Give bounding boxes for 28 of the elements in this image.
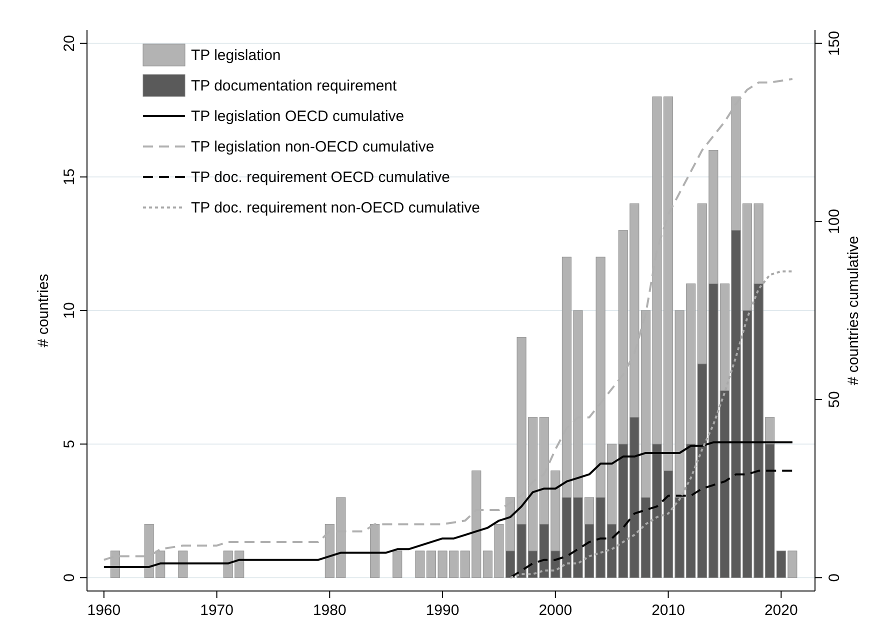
legend-label: TP doc. requirement non-OECD cumulative xyxy=(191,200,480,216)
x-tick-label: 1970 xyxy=(200,602,234,619)
legend-label: TP legislation non-OECD cumulative xyxy=(191,138,434,156)
y-tick-label: 20 xyxy=(61,35,78,52)
line-series xyxy=(102,441,794,568)
x-tick-label: 2020 xyxy=(764,602,798,619)
y2-tick-label: 50 xyxy=(826,391,843,408)
y2-tick-label: 100 xyxy=(826,208,843,234)
x-tick-label: 1960 xyxy=(87,602,121,619)
line-series xyxy=(509,470,794,579)
y-tick-label: 0 xyxy=(61,573,78,582)
y2-tick-label: 0 xyxy=(826,573,843,582)
y2-axis-title: # countries cumulative xyxy=(845,236,862,386)
bar xyxy=(178,550,188,578)
y-axis-title: # countries xyxy=(35,274,52,348)
x-tick-label: 2010 xyxy=(652,602,685,619)
y-tick-label: 15 xyxy=(61,168,78,186)
y-tick-label: 5 xyxy=(61,440,78,448)
legend-label: TP documentation requirement xyxy=(191,78,398,94)
legend-label: TP legislation OECD cumulative xyxy=(191,108,404,125)
x-tick-label: 1980 xyxy=(312,602,346,619)
x-tick-label: 1990 xyxy=(426,602,460,619)
y2-tick-label: 150 xyxy=(826,30,843,56)
y-tick-label: 10 xyxy=(61,302,78,319)
x-tick-label: 2000 xyxy=(538,602,572,619)
legend-label: TP legislation xyxy=(191,47,281,64)
legend-label: TP doc. requirement OECD cumulative xyxy=(191,169,450,186)
bar xyxy=(392,550,402,578)
